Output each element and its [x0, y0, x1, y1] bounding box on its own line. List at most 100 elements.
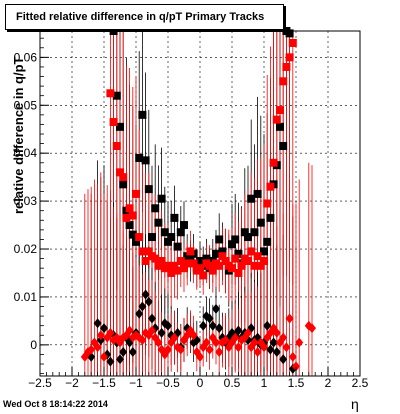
data-point-square: [141, 257, 150, 265]
x-tick-label: 2.5: [352, 376, 369, 390]
data-point-square: [279, 77, 288, 86]
data-point-square: [276, 122, 284, 131]
y-tick-label: 0: [30, 338, 37, 352]
data-point-square: [128, 211, 137, 220]
data-point-diamond: [231, 332, 240, 343]
data-point-square: [173, 242, 182, 251]
data-point-square: [144, 185, 153, 194]
y-tick-label: 0.06: [14, 50, 38, 64]
data-point-diamond: [215, 323, 224, 334]
data-point-square: [253, 189, 262, 198]
data-point-square: [167, 233, 176, 242]
y-tick-label: 0.02: [14, 242, 38, 256]
data-point-square: [196, 257, 204, 265]
data-point-square: [282, 62, 291, 71]
data-point-square: [132, 237, 140, 246]
x-tick-label: −2.5: [28, 376, 52, 390]
data-point-square: [256, 261, 265, 270]
data-point-square: [135, 153, 144, 162]
data-point-diamond: [205, 344, 214, 355]
data-point-diamond: [106, 327, 115, 338]
data-point-diamond: [212, 337, 220, 348]
data-point-square: [260, 257, 268, 265]
y-tick-label: 0.03: [14, 194, 38, 208]
data-point-diamond: [221, 335, 230, 346]
data-point-diamond: [295, 337, 304, 348]
data-point-square: [164, 237, 172, 246]
data-point-square: [212, 249, 220, 258]
data-point-diamond: [250, 337, 259, 348]
data-point-diamond: [260, 342, 268, 353]
data-point-square: [173, 266, 182, 275]
data-point-square: [119, 173, 128, 182]
data-point-square: [138, 110, 147, 119]
axes: −2.5 −2 −1.5 −1 −0.5 0 0.5 1 1.5 2 2.5 0 0.01 0.02 0.0…: [14, 37, 369, 390]
data-point-diamond: [234, 342, 243, 353]
data-point-square: [196, 264, 204, 273]
data-point-square: [247, 247, 256, 256]
y-tick-label: 0.05: [14, 98, 38, 112]
data-point-square: [189, 259, 198, 268]
x-tick-label: 2: [325, 376, 332, 390]
data-point-diamond: [292, 361, 300, 372]
data-point-square: [135, 233, 144, 242]
data-point-square: [154, 218, 163, 227]
data-point-square: [234, 268, 243, 277]
data-point-square: [276, 106, 284, 115]
data-point-square: [148, 233, 156, 242]
data-point-square: [183, 259, 192, 268]
data-point-square: [109, 118, 118, 127]
data-point-diamond: [205, 313, 214, 324]
data-point-square: [228, 240, 236, 249]
data-point-square: [208, 266, 217, 275]
data-point-square: [221, 257, 230, 265]
data-point-square: [288, 38, 297, 47]
data-point-diamond: [125, 325, 134, 336]
data-point-square: [215, 235, 224, 244]
data-point-square: [263, 237, 272, 246]
data-point-diamond: [253, 347, 262, 358]
y-tick-label: 0.01: [14, 290, 38, 304]
data-point-square: [260, 247, 268, 256]
y-axis-label: relative difference in q/pT: [11, 56, 26, 215]
data-point-square: [215, 261, 224, 270]
x-tick-label: −1: [129, 376, 143, 390]
data-point-square: [272, 115, 281, 124]
data-point-square: [240, 228, 249, 237]
data-point-square: [167, 268, 176, 277]
data-point-diamond: [106, 356, 115, 367]
data-point-square: [170, 213, 179, 222]
x-tick-label: −1.5: [92, 376, 116, 390]
data-point-square: [269, 158, 278, 167]
data-point-square: [234, 249, 243, 258]
data-point-diamond: [263, 320, 272, 331]
data-point-square: [244, 233, 252, 242]
data-point-square: [218, 252, 227, 261]
data-point-diamond: [148, 325, 156, 336]
data-point-square: [250, 228, 259, 237]
data-point-square: [176, 228, 185, 237]
data-point-square: [119, 180, 128, 189]
data-point-diamond: [141, 289, 150, 300]
data-point-diamond: [96, 330, 105, 341]
data-point-square: [218, 247, 227, 256]
timestamp: Wed Oct 8 18:14:22 2014: [3, 399, 108, 409]
data-point-diamond: [144, 296, 153, 307]
data-point-square: [112, 142, 121, 150]
data-point-square: [186, 247, 195, 256]
data-point-diamond: [272, 347, 281, 358]
data-point-diamond: [279, 332, 288, 343]
data-point-diamond: [138, 301, 147, 312]
data-point-square: [144, 247, 153, 256]
data-point-diamond: [157, 327, 166, 338]
data-point-diamond: [308, 323, 316, 334]
data-point-diamond: [135, 308, 144, 319]
data-point-diamond: [272, 327, 281, 338]
data-point-diamond: [176, 344, 185, 355]
data-point-diamond: [100, 351, 108, 362]
data-point-square: [228, 264, 236, 273]
data-point-square: [244, 257, 252, 265]
data-point-square: [151, 254, 160, 263]
data-point-diamond: [164, 320, 172, 331]
